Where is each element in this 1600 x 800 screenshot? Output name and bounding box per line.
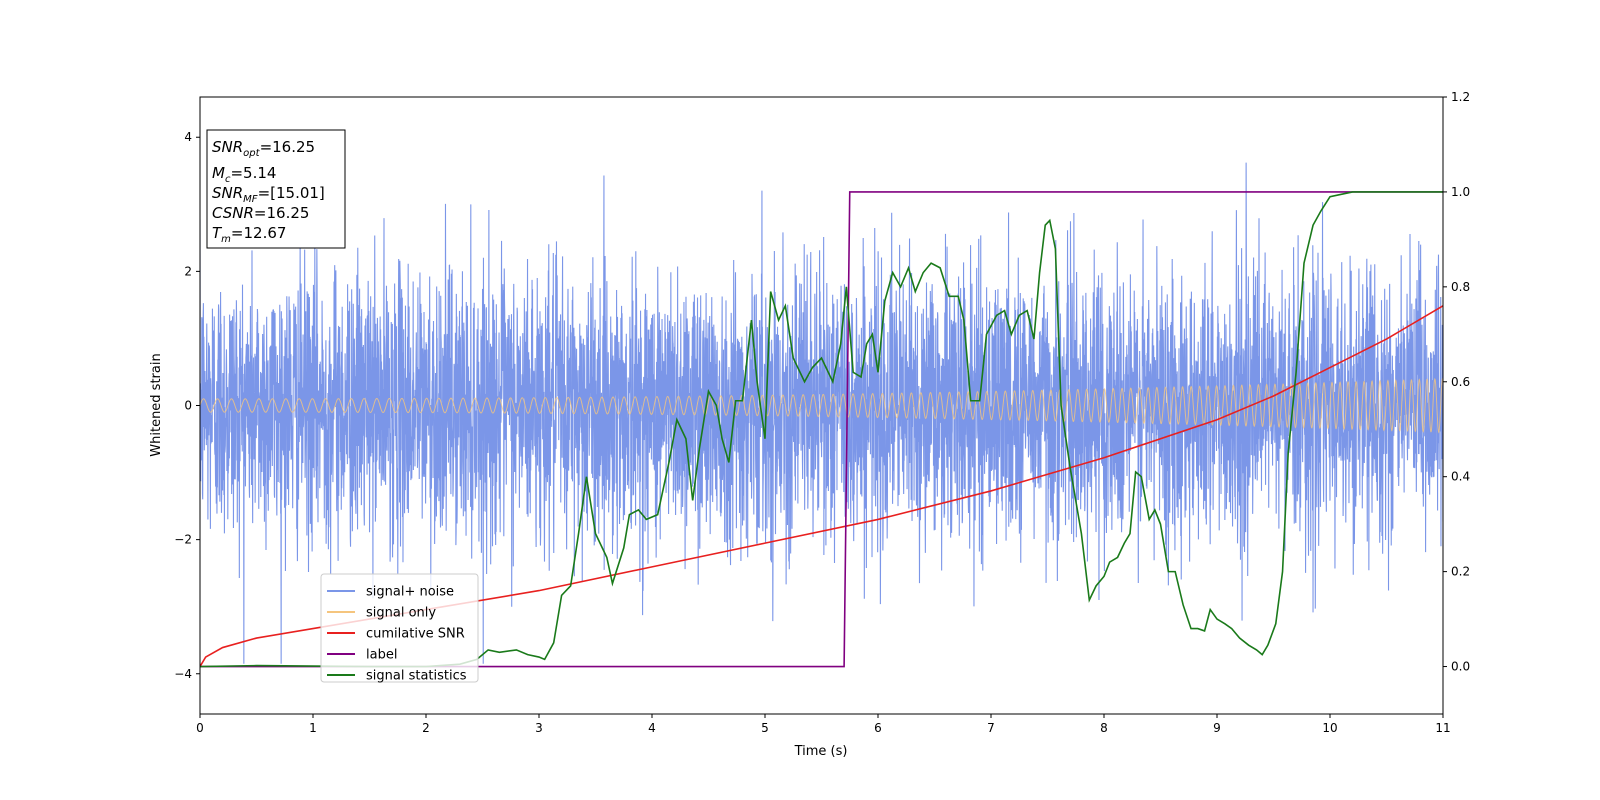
x-tick-label: 11 bbox=[1435, 721, 1450, 735]
x-tick-label: 0 bbox=[196, 721, 204, 735]
y-tick-label: 4 bbox=[184, 130, 192, 144]
tm-text: Tm=12.67 bbox=[212, 224, 286, 245]
series-cumulative-snr bbox=[200, 305, 1443, 667]
x-axis-label: Time (s) bbox=[794, 744, 848, 759]
y2-tick-label: 0.0 bbox=[1451, 660, 1470, 674]
series-signal-only bbox=[200, 377, 1443, 434]
y-tick-label: 2 bbox=[184, 264, 192, 278]
y2-tick-label: 0.8 bbox=[1451, 280, 1470, 294]
legend-label: signal statistics bbox=[366, 669, 467, 684]
info-box: SNRopt=16.25 Mc=5.14 SNRMF=[15.01] CSNR=… bbox=[206, 129, 346, 249]
x-tick-label: 2 bbox=[422, 721, 430, 735]
snr-opt-text: SNRopt=16.25 bbox=[212, 138, 315, 159]
y2-tick-label: 1.0 bbox=[1451, 185, 1470, 199]
legend: signal+ noise signal only cumilative SNR la… bbox=[320, 573, 479, 684]
series-label bbox=[200, 191, 1443, 668]
y-axis-left: −4 −2 0 2 4 bbox=[174, 130, 200, 681]
mc-text: Mc=5.14 bbox=[212, 164, 276, 185]
series-signal-statistics bbox=[200, 191, 1443, 668]
y-tick-label: −2 bbox=[174, 533, 192, 547]
series-signal-noise bbox=[200, 162, 1443, 664]
y2-tick-label: 0.4 bbox=[1451, 470, 1470, 484]
y-axis-label: Whitened strain bbox=[149, 353, 164, 456]
x-tick-label: 9 bbox=[1213, 721, 1221, 735]
legend-label: label bbox=[366, 648, 397, 663]
legend-label: cumilative SNR bbox=[366, 627, 465, 642]
plot-series bbox=[200, 162, 1443, 668]
legend-label: signal+ noise bbox=[366, 585, 454, 600]
y-axis-right: 0.0 0.2 0.4 0.6 0.8 1.0 1.2 bbox=[1443, 90, 1470, 674]
y-tick-label: −4 bbox=[174, 667, 192, 681]
x-tick-label: 4 bbox=[648, 721, 656, 735]
y2-tick-label: 0.2 bbox=[1451, 565, 1470, 579]
y2-tick-label: 0.6 bbox=[1451, 375, 1470, 389]
x-tick-label: 1 bbox=[309, 721, 317, 735]
snr-mf-text: SNRMF=[15.01] bbox=[212, 184, 325, 205]
x-tick-label: 5 bbox=[761, 721, 769, 735]
legend-label: signal only bbox=[366, 606, 436, 621]
x-tick-label: 6 bbox=[874, 721, 882, 735]
x-tick-label: 8 bbox=[1100, 721, 1108, 735]
y2-tick-label: 1.2 bbox=[1451, 90, 1470, 104]
csnr-text: CSNR=16.25 bbox=[212, 204, 309, 222]
x-axis: 0 1 2 3 4 5 6 7 8 9 10 11 bbox=[196, 714, 1451, 735]
x-tick-label: 10 bbox=[1322, 721, 1337, 735]
y-tick-label: 0 bbox=[184, 399, 192, 413]
x-tick-label: 3 bbox=[535, 721, 543, 735]
x-tick-label: 7 bbox=[987, 721, 995, 735]
